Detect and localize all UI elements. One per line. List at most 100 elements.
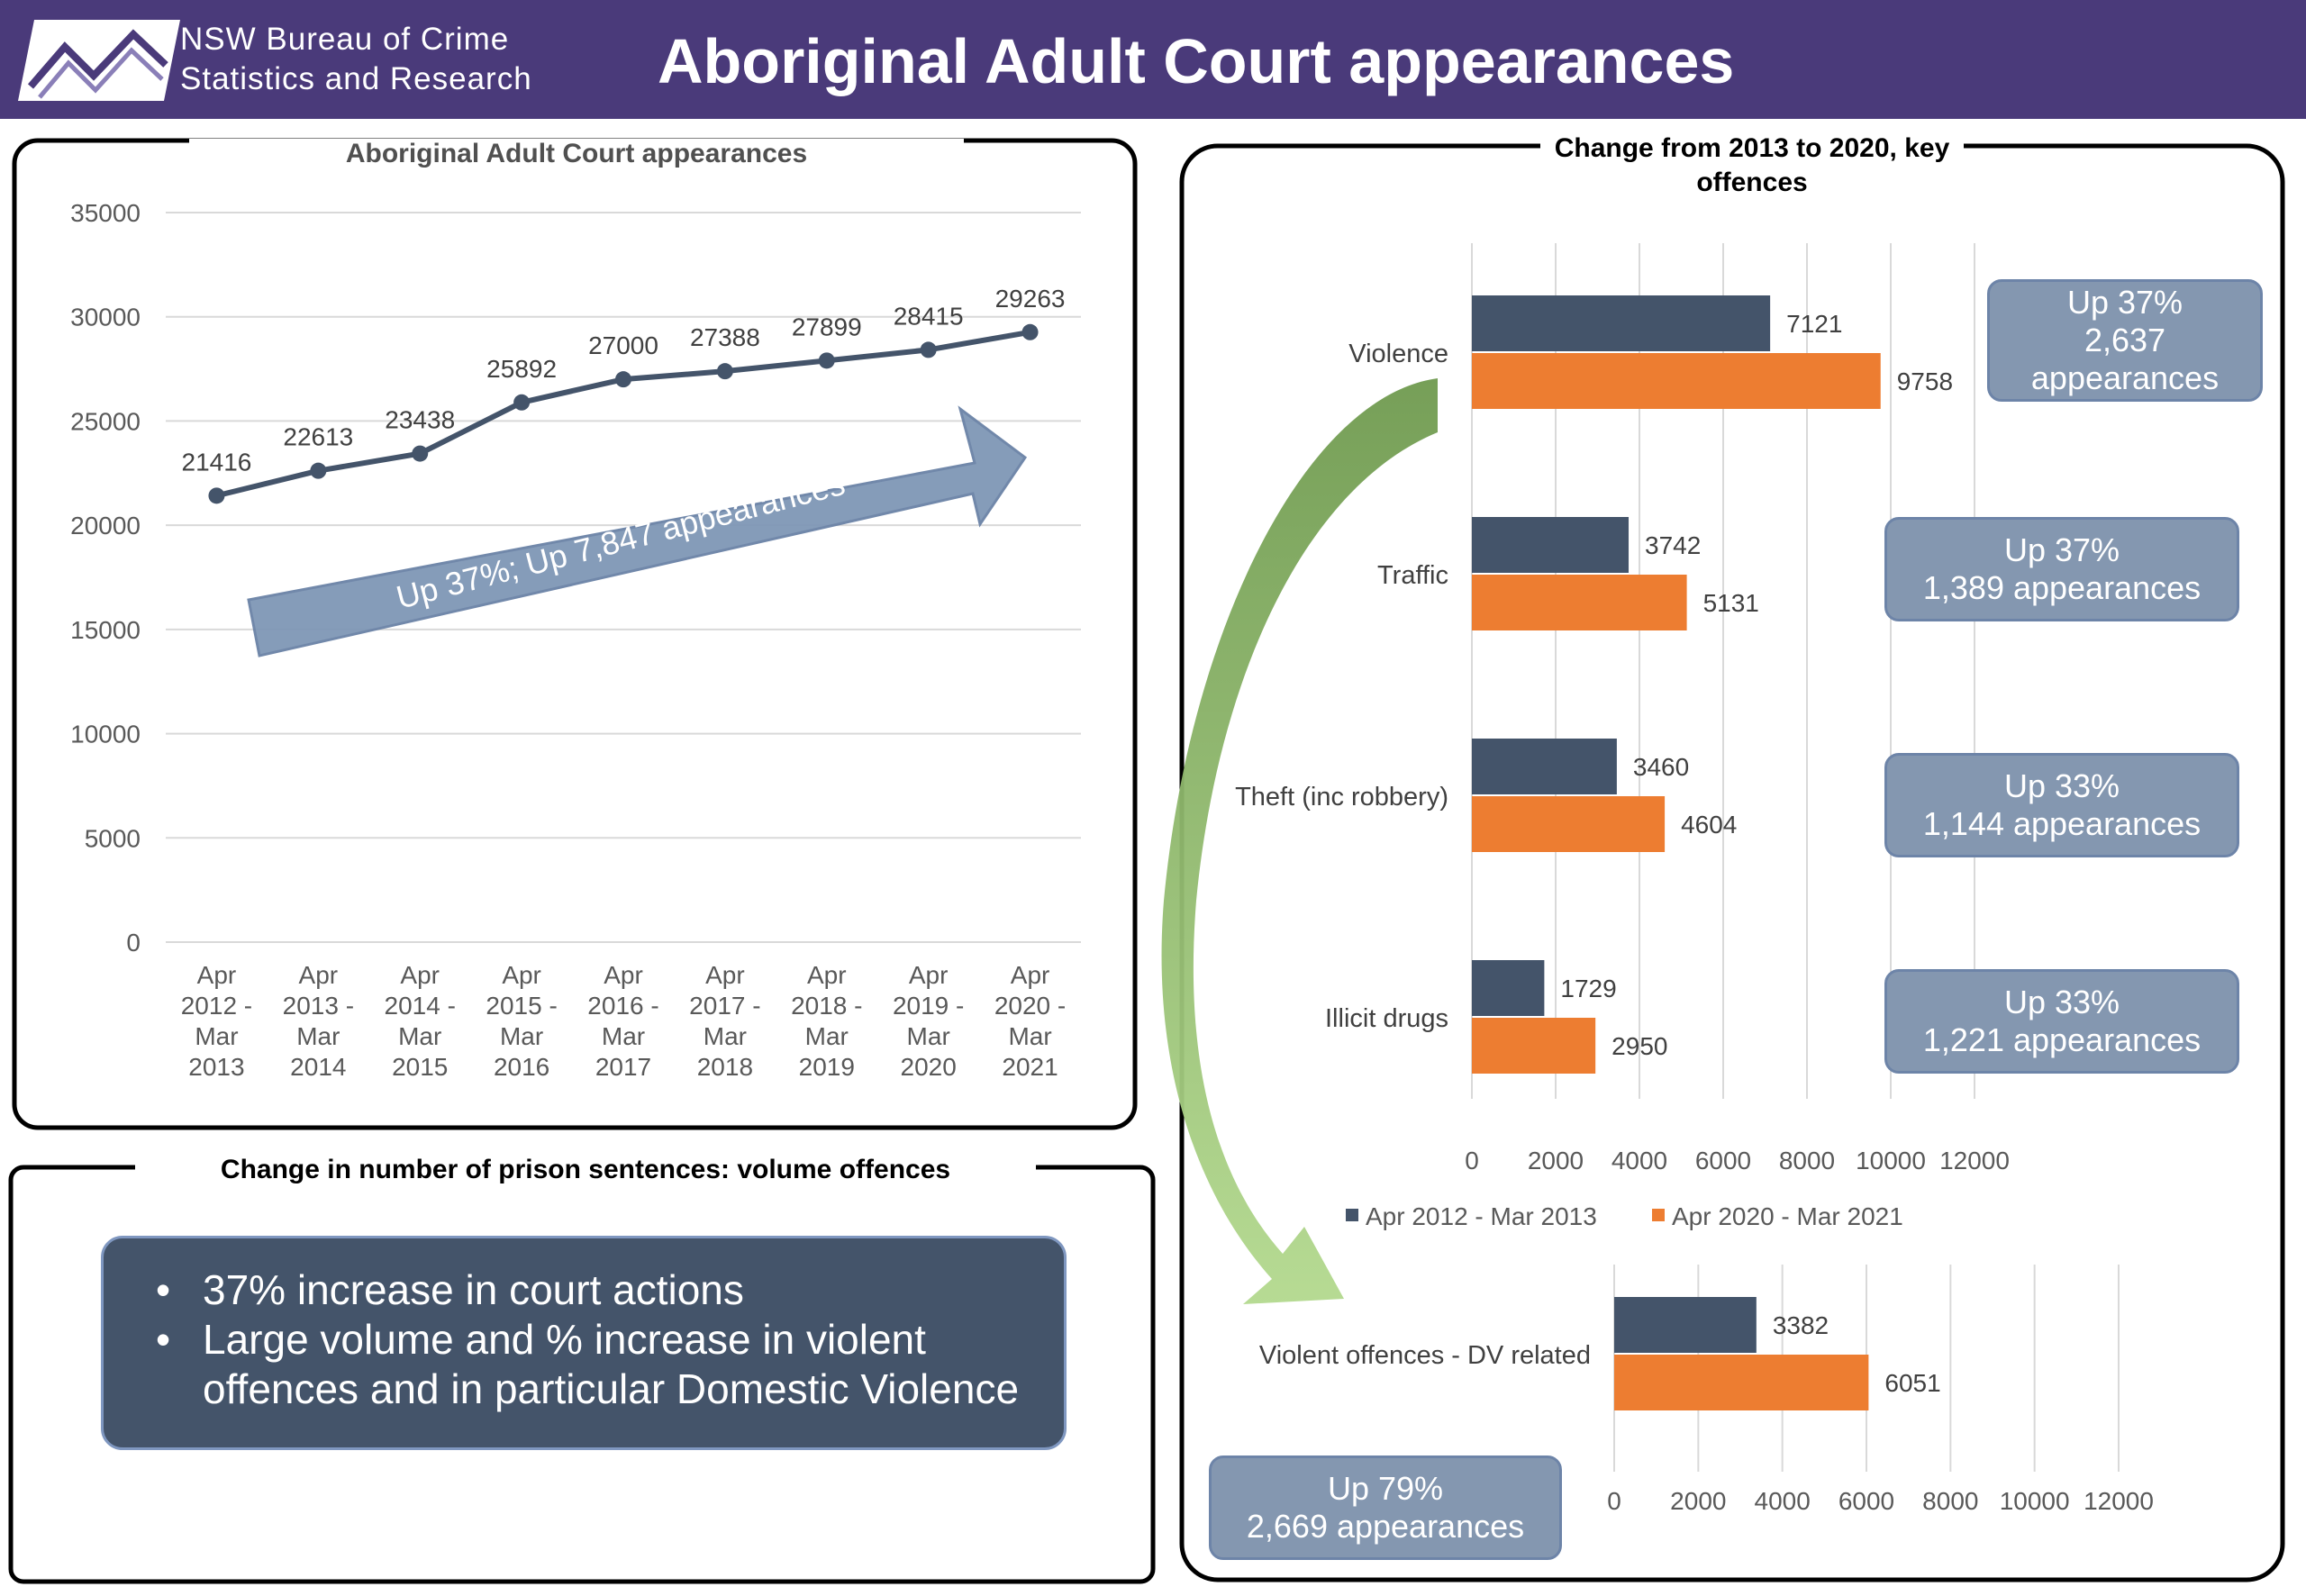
x-tick-label: 8000: [1922, 1487, 1978, 1515]
callout-line: 1,144 appearances: [1922, 805, 2202, 842]
data-point: [208, 487, 225, 504]
x-tick-label: 2000: [1528, 1147, 1584, 1174]
x-tick-label: Apr 2012 -Mar 2013: [181, 961, 252, 1081]
callout-traffic: Up 37% 1,389 appearances: [1884, 517, 2239, 621]
bar: [1614, 1297, 1757, 1353]
legend-swatch: [1652, 1209, 1665, 1221]
data-label: 22613: [283, 423, 353, 451]
x-tick-label: Apr 2020 -Mar 2021: [994, 961, 1066, 1081]
callout-theft: Up 33% 1,144 appearances: [1884, 753, 2239, 857]
dv-bar-chart: 0 2000 4000 6000 8000 10000 12000 Violent offen…: [1259, 1265, 2154, 1515]
data-label: 27388: [690, 323, 760, 351]
bar-chart-title: Change from 2013 to 2020, key offences: [1540, 131, 1964, 200]
y-tick-label: 30000: [70, 304, 141, 331]
category-label: Violence: [1348, 340, 1448, 368]
y-tick-label: 0: [126, 929, 141, 957]
callout-line: 2,637: [2084, 322, 2166, 358]
summary-bullets: 37% increase in court actions Large volu…: [129, 1265, 1046, 1414]
category-label: Illicit drugs: [1325, 1004, 1448, 1033]
x-tick-label: 0: [1607, 1487, 1621, 1515]
data-label: 27000: [588, 331, 658, 359]
bar: [1472, 575, 1687, 630]
callout-violence: Up 37% 2,637 appearances: [1987, 279, 2263, 402]
data-label: 21416: [182, 448, 252, 476]
offence-bar-chart: 0 2000 4000 6000 8000 10000 12000 Violence 7121 9…: [1235, 243, 2010, 1230]
data-point: [513, 394, 531, 411]
bar-value-label: 7121: [1786, 310, 1842, 338]
bar: [1472, 353, 1881, 409]
callout-line: 2,669 appearances: [1246, 1508, 1525, 1545]
x-tick-label: 12000: [1939, 1147, 2010, 1174]
x-tick-label: 6000: [1695, 1147, 1751, 1174]
summary-box: 37% increase in court actions Large volu…: [101, 1236, 1067, 1450]
data-label: 28415: [894, 302, 964, 330]
legend-swatch: [1346, 1209, 1358, 1221]
trend-arrow-icon: [247, 405, 1028, 657]
data-label: 27899: [792, 313, 862, 340]
callout-line: Up 33%: [2003, 984, 2120, 1020]
callout-illicit-drugs: Up 33% 1,221 appearances: [1884, 969, 2239, 1074]
data-label: 25892: [486, 355, 557, 383]
callout-line: Up 33%: [2003, 767, 2120, 804]
bar-value-label: 5131: [1703, 589, 1759, 617]
organisation-name: NSW Bureau of Crime Statistics and Resea…: [180, 20, 532, 99]
y-tick-label: 20000: [70, 512, 141, 540]
callout-line: Up 37%: [2003, 531, 2120, 568]
y-tick-label: 35000: [70, 199, 141, 227]
x-tick-label: 4000: [1611, 1147, 1667, 1174]
x-tick-label: Apr 2014 -Mar 2015: [385, 961, 456, 1081]
data-point: [615, 371, 631, 388]
y-tick-label: 25000: [70, 407, 141, 435]
callout-line: 1,389 appearances: [1922, 569, 2202, 606]
summary-bullet: 37% increase in court actions: [129, 1265, 1046, 1315]
data-point: [310, 462, 327, 479]
x-tick-label: 4000: [1755, 1487, 1811, 1515]
bar-value-label: 1729: [1560, 975, 1616, 1002]
data-point: [920, 341, 937, 358]
x-tick-label: 10000: [1856, 1147, 1926, 1174]
data-point: [716, 363, 733, 380]
line-chart-panel: [12, 138, 1138, 1130]
legend-entry: Apr 2020 - Mar 2021: [1672, 1202, 1903, 1230]
header-banner: NSW Bureau of Crime Statistics and Resea…: [0, 0, 2306, 119]
bar: [1472, 960, 1545, 1016]
x-tick-label: Apr 2017 -Mar 2018: [689, 961, 760, 1081]
callout-line: 1,221 appearances: [1922, 1021, 2202, 1058]
org-name-line1: NSW Bureau of Crime: [180, 22, 510, 57]
y-tick-label: 10000: [70, 721, 141, 748]
x-tick-label: Apr 2013 -Mar 2014: [283, 961, 354, 1081]
data-label: 29263: [995, 285, 1066, 313]
bar-value-label: 6051: [1884, 1369, 1940, 1397]
x-tick-label: Apr 2015 -Mar 2016: [486, 961, 557, 1081]
line-chart: 0 5000 10000 15000 20000 25000 30000 35000 Apr 20…: [70, 199, 1081, 1081]
line-chart-title: Aboriginal Adult Court appearances: [189, 139, 964, 169]
x-tick-label: Apr 2016 -Mar 2017: [587, 961, 658, 1081]
x-tick-label: 6000: [1838, 1487, 1894, 1515]
x-tick-label: 8000: [1779, 1147, 1835, 1174]
summary-panel-title: Change in number of prison sentences: vo…: [135, 1155, 1036, 1185]
bar-value-label: 3460: [1633, 753, 1689, 781]
bar: [1614, 1355, 1869, 1410]
x-tick-label: 0: [1465, 1147, 1479, 1174]
category-label: Violent offences - DV related: [1259, 1341, 1591, 1370]
callout-line: appearances: [2030, 359, 2220, 396]
callout-dv: Up 79% 2,669 appearances: [1209, 1455, 1562, 1560]
callout-line: Up 79%: [1327, 1470, 1444, 1507]
data-label: 23438: [385, 406, 455, 434]
x-tick-label: 10000: [2000, 1487, 2070, 1515]
data-point: [412, 445, 429, 462]
y-tick-label: 15000: [70, 616, 141, 644]
legend-entry: Apr 2012 - Mar 2013: [1366, 1202, 1597, 1230]
data-point: [1021, 323, 1039, 340]
bar: [1472, 295, 1771, 351]
category-label: Traffic: [1377, 561, 1448, 590]
data-point: [818, 352, 835, 369]
bar-value-label: 4604: [1681, 811, 1737, 839]
y-tick-label: 5000: [85, 824, 141, 852]
page-title: Aboriginal Adult Court appearances: [658, 26, 1735, 96]
trend-arrow-label: Up 37%; Up 7,847 appearances: [393, 465, 849, 616]
x-tick-label: 2000: [1670, 1487, 1726, 1515]
x-tick-label: Apr 2018 -Mar 2019: [791, 961, 862, 1081]
curved-arrow-icon: [1161, 378, 1438, 1304]
